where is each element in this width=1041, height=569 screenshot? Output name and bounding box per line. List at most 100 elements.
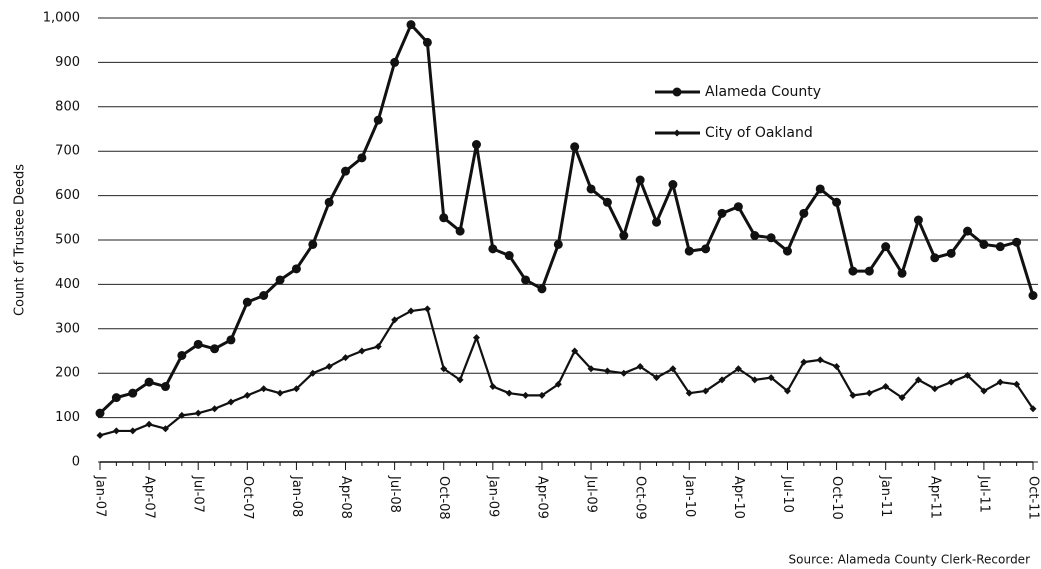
data-point: [96, 431, 104, 439]
data-point: [194, 409, 202, 417]
x-tick-label: Apr-08: [338, 476, 353, 519]
data-point: [799, 208, 809, 218]
data-point: [701, 244, 711, 254]
legend-marker: [672, 87, 682, 97]
data-point: [881, 242, 891, 252]
data-point: [570, 142, 580, 152]
x-tick-label: Apr-07: [142, 476, 157, 519]
data-point: [391, 316, 399, 324]
data-point: [800, 358, 808, 366]
data-point: [325, 363, 333, 371]
y-tick-label: 400: [55, 277, 80, 292]
legend-label: City of Oakland: [705, 125, 813, 141]
data-point: [538, 391, 546, 399]
data-point: [357, 153, 367, 163]
data-point: [260, 385, 268, 393]
x-tick-label: Apr-09: [534, 476, 549, 519]
x-tick-label: Jul-10: [780, 475, 795, 513]
data-point: [309, 369, 317, 377]
data-point: [913, 215, 923, 225]
data-point: [684, 246, 694, 256]
data-point: [111, 393, 121, 403]
x-tick-label: Jul-07: [191, 475, 206, 513]
data-point: [653, 374, 661, 382]
data-point: [996, 378, 1004, 386]
source-note: Source: Alameda County Clerk-Recorder: [789, 553, 1031, 567]
data-point: [342, 354, 350, 362]
data-point: [783, 387, 791, 395]
data-point: [144, 377, 154, 387]
x-tick-label: Jan-07: [93, 475, 108, 517]
data-point: [849, 391, 857, 399]
y-tick-label: 100: [55, 410, 80, 425]
data-point: [275, 275, 285, 285]
data-point: [751, 376, 759, 384]
data-point: [422, 37, 432, 47]
data-point: [456, 376, 464, 384]
data-point: [815, 184, 825, 194]
x-tick-label: Oct-08: [436, 476, 451, 520]
data-point: [620, 369, 628, 377]
x-tick-label: Jan-11: [878, 475, 893, 517]
x-tick-label: Oct-09: [633, 476, 648, 520]
data-point: [178, 411, 186, 419]
data-point: [652, 217, 662, 227]
data-point: [471, 140, 481, 150]
data-point: [1028, 291, 1038, 300]
data-point: [914, 376, 922, 384]
data-point: [864, 266, 874, 276]
y-tick-label: 600: [55, 188, 80, 203]
data-point: [897, 268, 907, 278]
data-point: [129, 427, 137, 435]
data-point: [145, 420, 153, 428]
data-point: [308, 239, 318, 249]
data-point: [964, 371, 972, 379]
data-point: [603, 367, 611, 375]
data-point: [243, 391, 251, 399]
data-point: [931, 385, 939, 393]
data-point: [505, 389, 513, 397]
data-point: [602, 197, 612, 207]
x-tick-label: Oct-11: [1026, 476, 1041, 520]
data-point: [848, 266, 858, 276]
data-point: [995, 242, 1005, 252]
data-point: [554, 380, 562, 388]
data-point: [341, 166, 351, 176]
data-point: [504, 251, 514, 261]
data-point: [669, 365, 677, 373]
y-tick-label: 500: [55, 233, 80, 248]
data-point: [407, 307, 415, 315]
series-line: [98, 23, 1035, 415]
x-tick-label: Jul-08: [387, 475, 402, 513]
data-point: [930, 253, 940, 263]
data-point: [226, 335, 236, 345]
data-point: [571, 347, 579, 355]
data-point: [406, 20, 416, 30]
legend-label: Alameda County: [705, 84, 821, 100]
data-point: [358, 347, 366, 355]
data-point: [865, 389, 873, 397]
data-point: [160, 382, 170, 392]
data-point: [1012, 237, 1022, 247]
x-tick-label: Apr-10: [731, 476, 746, 519]
data-point: [440, 365, 448, 373]
data-point: [733, 202, 743, 212]
data-point: [374, 343, 382, 351]
data-point: [522, 391, 530, 399]
x-tick-label: Apr-11: [927, 476, 942, 519]
series-line: [99, 307, 1034, 437]
data-point: [373, 115, 383, 125]
data-point: [717, 208, 727, 218]
data-point: [227, 398, 235, 406]
data-point: [882, 383, 890, 391]
x-tick-label: Oct-07: [240, 476, 255, 520]
x-tick-label: Jan-09: [485, 475, 500, 517]
y-tick-label: 0: [72, 455, 80, 470]
data-point: [488, 244, 498, 254]
data-point: [390, 57, 400, 67]
x-tick-label: Jul-09: [584, 475, 599, 513]
data-point: [636, 363, 644, 371]
data-point: [979, 239, 989, 249]
data-point: [668, 180, 678, 189]
data-point: [635, 175, 645, 185]
